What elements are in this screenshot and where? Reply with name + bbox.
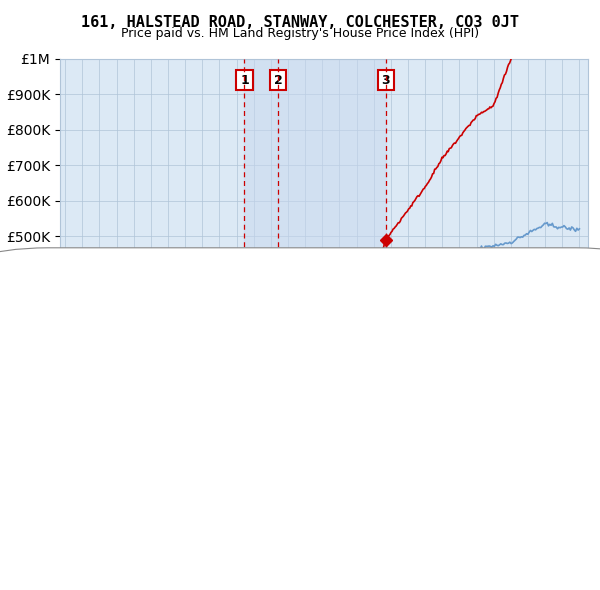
Text: HPI: Average price, detached house, Colchester: HPI: Average price, detached house, Colc… [99,444,348,453]
Text: 63% ↑ HPI: 63% ↑ HPI [288,503,347,512]
Text: Contains HM Land Registry data © Crown copyright and database right 2024.: Contains HM Land Registry data © Crown c… [48,540,400,549]
Text: 3: 3 [382,74,390,87]
Text: 1: 1 [240,74,249,87]
Text: This data is licensed under the Open Government Licence v3.0.: This data is licensed under the Open Gov… [48,550,337,559]
Text: 23% ↓ HPI: 23% ↓ HPI [288,485,347,494]
Text: 17-JUN-2005: 17-JUN-2005 [69,467,143,477]
Text: 16-SEP-2013: 16-SEP-2013 [69,503,143,512]
Text: £490,000: £490,000 [180,503,234,512]
Text: £230,000: £230,000 [180,485,234,494]
Bar [244,59,278,413]
Text: ——: —— [72,428,100,442]
Text: 2: 2 [274,74,283,87]
Text: Price paid vs. HM Land Registry's House Price Index (HPI): Price paid vs. HM Land Registry's House … [121,27,479,40]
Text: 04-JUN-2007: 04-JUN-2007 [69,485,143,494]
Text: 2: 2 [44,485,52,494]
Text: 28% ↓ HPI: 28% ↓ HPI [288,467,347,477]
Text: 3: 3 [44,503,52,512]
Text: 161, HALSTEAD ROAD, STANWAY, COLCHESTER, CO3 0JT (detached house): 161, HALSTEAD ROAD, STANWAY, COLCHESTER,… [99,430,489,440]
Text: £191,500: £191,500 [180,467,234,477]
Text: 1: 1 [44,467,52,477]
Text: ——: —— [72,441,100,455]
Bar [278,59,386,413]
Text: 161, HALSTEAD ROAD, STANWAY, COLCHESTER, CO3 0JT: 161, HALSTEAD ROAD, STANWAY, COLCHESTER,… [81,15,519,30]
